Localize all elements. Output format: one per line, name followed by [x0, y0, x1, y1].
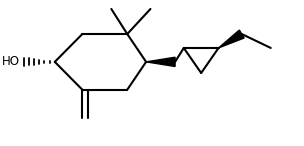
Polygon shape: [219, 30, 244, 48]
Text: HO: HO: [2, 55, 20, 68]
Polygon shape: [146, 57, 175, 66]
